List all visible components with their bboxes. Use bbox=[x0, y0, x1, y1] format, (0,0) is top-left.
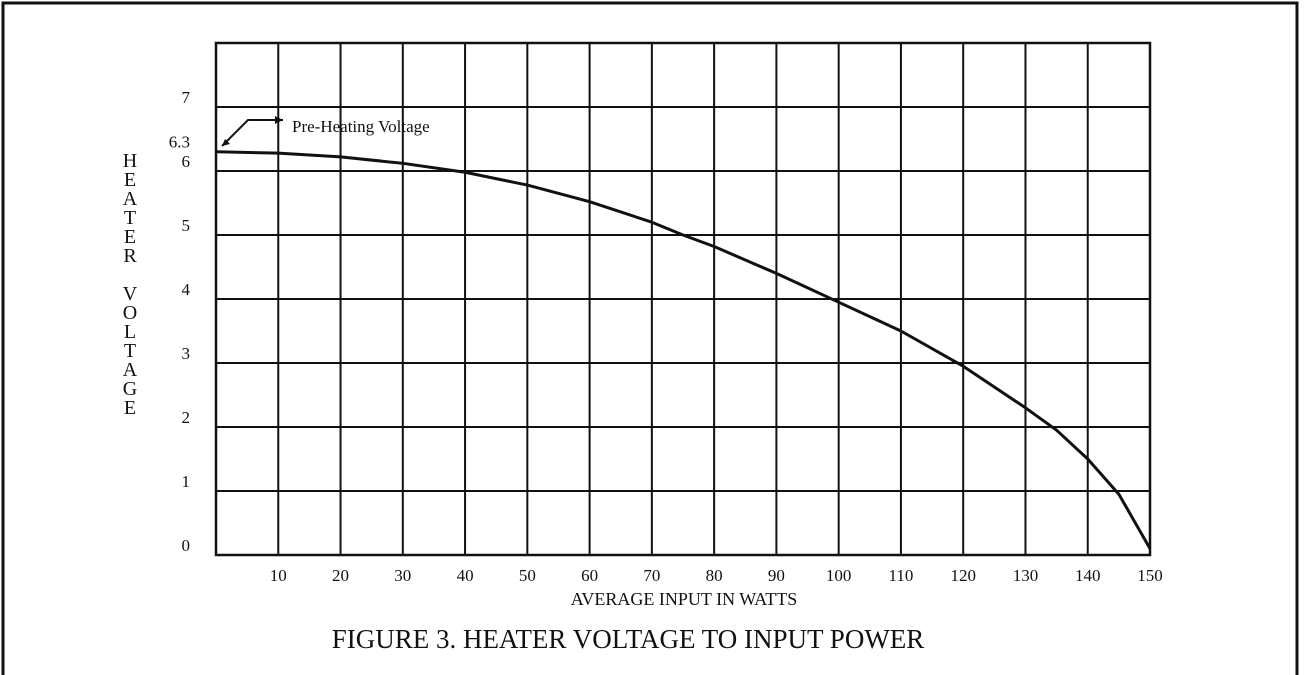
x-tick-label: 60 bbox=[581, 566, 598, 585]
y-tick-label: 6 bbox=[182, 152, 191, 171]
x-tick-label: 80 bbox=[706, 566, 723, 585]
x-tick-label: 70 bbox=[643, 566, 660, 585]
arrow-head bbox=[222, 139, 230, 146]
y-tick-label: 7 bbox=[182, 88, 191, 107]
x-tick-label: 30 bbox=[394, 566, 411, 585]
y-tick-label: 6.3 bbox=[169, 133, 190, 152]
x-tick-label: 40 bbox=[457, 566, 474, 585]
x-tick-label: 90 bbox=[768, 566, 785, 585]
annotation: Pre-Heating Voltage bbox=[292, 117, 430, 136]
annotation-arrow bbox=[221, 119, 283, 147]
y-tick-label: 1 bbox=[182, 472, 191, 491]
x-tick-label: 110 bbox=[888, 566, 913, 585]
x-tick-label: 140 bbox=[1075, 566, 1101, 585]
y-tick-label: 5 bbox=[182, 216, 191, 235]
x-tick-label: 100 bbox=[826, 566, 852, 585]
y-tick-label: 4 bbox=[182, 280, 191, 299]
x-tick-label: 150 bbox=[1137, 566, 1163, 585]
y-tick-label: 0 bbox=[182, 536, 191, 555]
x-tick-label: 10 bbox=[270, 566, 287, 585]
x-tick-label: 20 bbox=[332, 566, 349, 585]
x-tick-label: 50 bbox=[519, 566, 536, 585]
x-tick-label: 130 bbox=[1013, 566, 1039, 585]
x-tick-label: 120 bbox=[950, 566, 976, 585]
x-axis-title: AVERAGE INPUT IN WATTS bbox=[571, 589, 798, 609]
y-tick-label: 2 bbox=[182, 408, 191, 427]
y-tick-label: 3 bbox=[182, 344, 191, 363]
line bbox=[215, 150, 1152, 550]
chart-title: FIGURE 3. HEATER VOLTAGE TO INPUT POWER bbox=[332, 624, 925, 654]
y-axis-title: HEATER VOLTAGE bbox=[119, 150, 141, 416]
